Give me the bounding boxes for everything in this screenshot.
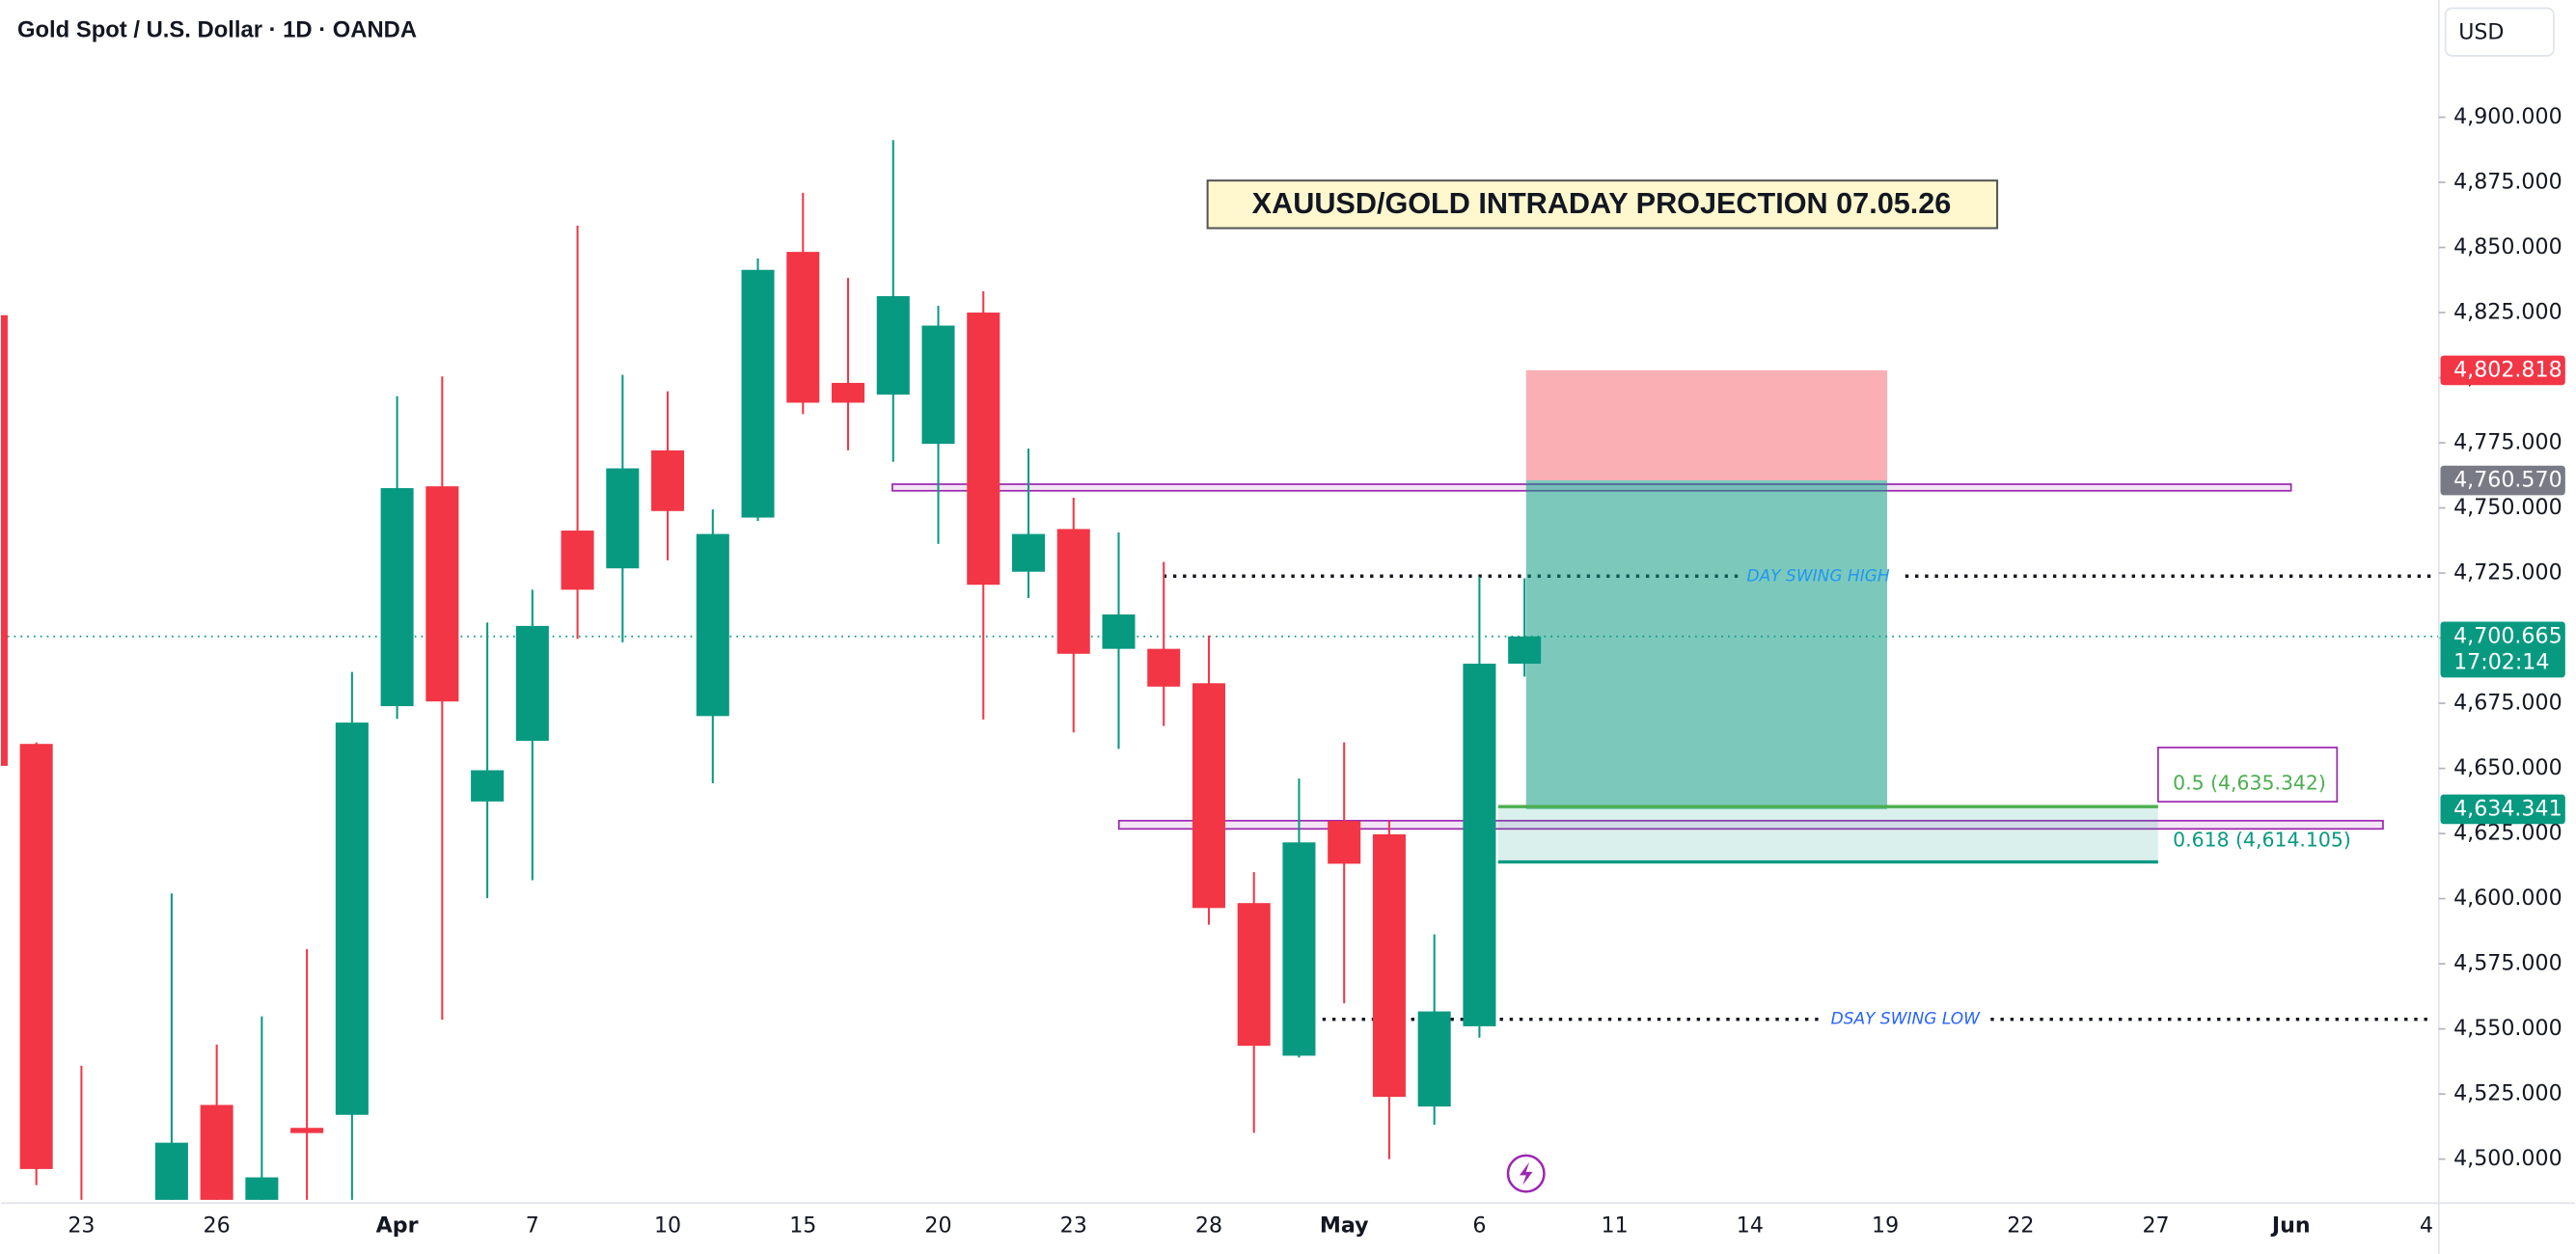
candle-body <box>1417 1011 1451 1107</box>
y-tick-label: 4,825.000 <box>2453 300 2562 325</box>
countdown: 17:02:14 <box>2453 650 2549 675</box>
zone-box <box>1117 819 2384 831</box>
x-tick-label: 20 <box>924 1213 951 1239</box>
price-tag <box>2440 355 2565 386</box>
x-tick-label: 15 <box>789 1213 816 1239</box>
candle-body <box>19 744 53 1169</box>
candle-body <box>245 1177 279 1200</box>
candle-body <box>606 468 640 569</box>
y-tick-label: 4,600.000 <box>2453 886 2562 911</box>
candle-body <box>786 252 820 403</box>
candle-body <box>200 1104 233 1200</box>
swing-low-label: DSAY SWING LOW <box>1831 1010 1982 1029</box>
candle-body <box>741 269 775 518</box>
candle-body <box>290 1128 324 1133</box>
candle-body <box>154 1142 188 1200</box>
y-tick-label: 4,875.000 <box>2453 170 2562 195</box>
event-icon-bolt <box>1519 1161 1533 1186</box>
swing-high-label: DAY SWING HIGH <box>1747 566 1890 586</box>
event-icon[interactable] <box>1506 1154 1546 1193</box>
x-tick-label: 11 <box>1602 1213 1629 1239</box>
x-tick-label: 19 <box>1872 1213 1899 1239</box>
candle-body <box>651 450 685 511</box>
y-tick-label: 4,725.000 <box>2453 560 2562 586</box>
candle-body <box>1056 529 1090 654</box>
candle-body <box>696 533 729 717</box>
y-tick-label: 4,550.000 <box>2453 1016 2562 1041</box>
y-tick-label: 4,525.000 <box>2453 1081 2562 1106</box>
candle-body <box>380 488 414 707</box>
candle-body <box>1508 636 1542 665</box>
price-tag-label: 4,700.665 <box>2453 623 2562 648</box>
y-tick-label: 4,750.000 <box>2453 495 2562 520</box>
y-tick-label: 4,500.000 <box>2453 1146 2562 1171</box>
candle-body <box>471 770 505 802</box>
candle-body <box>335 722 369 1115</box>
y-tick-label: 4,675.000 <box>2453 691 2562 716</box>
candle-body <box>921 325 955 445</box>
target-zone <box>1525 480 1888 809</box>
candle-body <box>1282 842 1316 1056</box>
x-tick-label: 27 <box>2142 1213 2169 1239</box>
x-tick-label: 4 <box>2420 1213 2433 1239</box>
x-tick-label: 28 <box>1195 1213 1222 1239</box>
price-tag <box>2440 794 2565 825</box>
x-tick-label: Apr <box>376 1213 419 1239</box>
x-tick-label: 14 <box>1737 1213 1764 1239</box>
fib-label: 0.5 (4,635.342) <box>2173 771 2326 794</box>
candle-body <box>0 314 8 766</box>
x-tick-label: 26 <box>204 1213 231 1239</box>
y-tick-label: 4,775.000 <box>2453 430 2562 455</box>
x-tick-label: 23 <box>68 1213 95 1239</box>
y-tick-label: 4,850.000 <box>2453 234 2562 259</box>
currency-button[interactable] <box>2444 7 2555 57</box>
x-tick-label: 22 <box>2007 1213 2034 1239</box>
y-tick-label: 4,900.000 <box>2453 104 2562 129</box>
symbol-title: Gold Spot / U.S. Dollar · 1D · OANDA <box>17 17 417 43</box>
candle-body <box>1011 533 1046 572</box>
candle-body <box>515 625 549 741</box>
projection-label: XAUUSD/GOLD INTRADAY PROJECTION 07.05.26 <box>1252 187 1952 220</box>
fib-label: 0.618 (4,614.105) <box>2173 828 2351 851</box>
candle-body <box>1237 903 1271 1047</box>
price-tag-label: 4,802.818 <box>2453 357 2562 382</box>
y-tick-label: 4,575.000 <box>2453 951 2562 976</box>
projection-box <box>1206 179 1999 230</box>
price-tag <box>2440 621 2565 678</box>
plot-layer <box>0 140 2439 1200</box>
candle-body <box>1463 664 1496 1026</box>
y-tick-label: 4,625.000 <box>2453 821 2562 846</box>
x-tick-label: Jun <box>2270 1213 2311 1239</box>
y-tick-label: 4,650.000 <box>2453 755 2562 780</box>
candle-body <box>1372 833 1406 1098</box>
fib-label-box <box>2156 747 2339 803</box>
x-tick-label: 7 <box>526 1213 539 1239</box>
candle-body <box>561 531 594 590</box>
candle-body <box>1102 614 1136 649</box>
fib-fill <box>1497 806 2158 862</box>
candle-body <box>1328 821 1361 864</box>
candle-body <box>832 382 865 403</box>
candle-body <box>1192 683 1225 909</box>
x-tick-label: May <box>1320 1213 1369 1239</box>
candle-body <box>1147 648 1181 687</box>
stop-zone <box>1525 369 1888 481</box>
price-tag-label: 4,760.570 <box>2453 468 2562 493</box>
x-tick-label: 23 <box>1060 1213 1087 1239</box>
candle-body <box>967 313 1000 586</box>
candle-body <box>876 296 910 395</box>
price-tag <box>2440 465 2565 496</box>
currency-label[interactable]: USD <box>2458 20 2504 45</box>
x-tick-label: 10 <box>654 1213 681 1239</box>
price-tag-label: 4,634.341 <box>2453 796 2562 821</box>
x-tick-label: 6 <box>1472 1213 1486 1239</box>
candle-body <box>425 486 459 702</box>
